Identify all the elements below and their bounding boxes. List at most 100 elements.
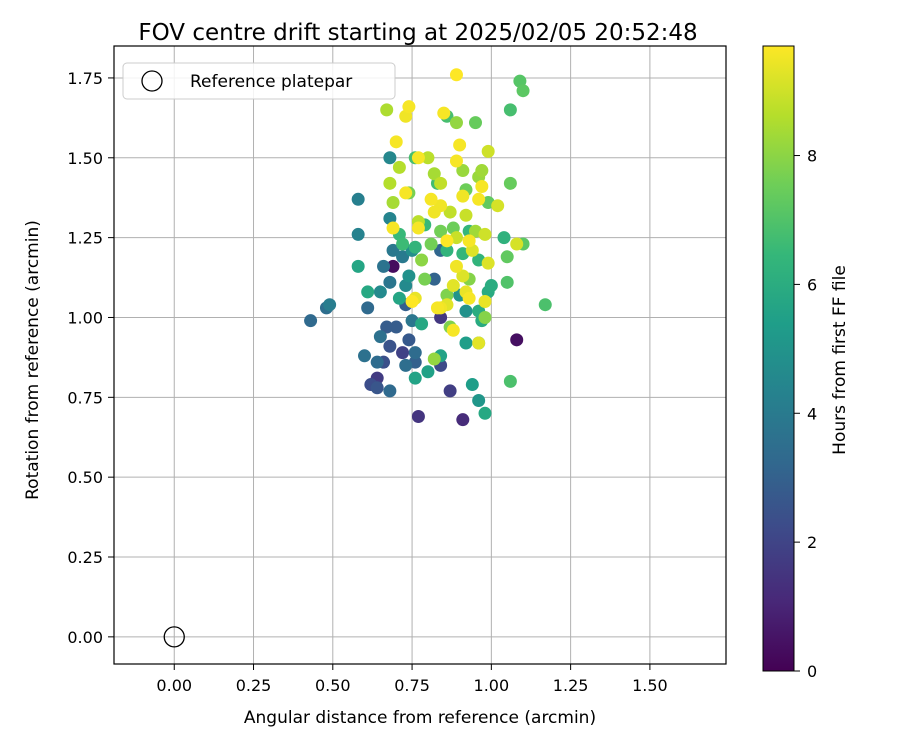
data-point xyxy=(478,310,492,324)
data-point xyxy=(399,358,413,372)
x-tick-label: 0.25 xyxy=(236,676,272,695)
data-point xyxy=(418,272,432,286)
data-point xyxy=(449,116,463,130)
data-point xyxy=(481,256,495,270)
data-point xyxy=(396,237,410,251)
data-point xyxy=(383,176,397,190)
data-point xyxy=(392,160,406,174)
data-point xyxy=(503,374,517,388)
data-point xyxy=(389,135,403,149)
y-tick-label: 1.25 xyxy=(67,229,103,248)
y-tick-label: 1.00 xyxy=(67,308,103,327)
data-point xyxy=(408,346,422,360)
data-point xyxy=(462,291,476,305)
data-point xyxy=(443,205,457,219)
data-point xyxy=(380,320,394,334)
data-point xyxy=(468,116,482,130)
y-tick-label: 0.25 xyxy=(67,548,103,567)
reference-marker xyxy=(163,626,185,648)
y-tick-label: 1.50 xyxy=(67,149,103,168)
x-tick-label: 1.00 xyxy=(474,676,510,695)
data-point xyxy=(456,269,470,283)
data-point xyxy=(538,298,552,312)
data-point xyxy=(456,413,470,427)
colorbar-tick-label: 8 xyxy=(807,147,817,166)
data-point xyxy=(424,237,438,251)
data-point xyxy=(459,208,473,222)
data-point xyxy=(459,304,473,318)
data-point xyxy=(411,221,425,235)
plot-frame xyxy=(113,45,727,665)
data-point xyxy=(373,330,387,344)
data-point xyxy=(386,259,400,273)
data-point xyxy=(427,205,441,219)
legend: Reference platepar xyxy=(122,62,396,100)
legend-box xyxy=(122,62,396,100)
data-point xyxy=(453,138,467,152)
data-point xyxy=(408,240,422,254)
y-axis-label: Rotation from reference (arcmin) xyxy=(23,220,43,500)
data-point xyxy=(380,103,394,117)
data-point xyxy=(434,176,448,190)
x-axis-label: Angular distance from reference (arcmin) xyxy=(244,708,596,728)
x-tick-label: 0.75 xyxy=(394,676,430,695)
data-point xyxy=(405,295,419,309)
data-point xyxy=(424,192,438,206)
data-point xyxy=(402,269,416,283)
data-point xyxy=(396,346,410,360)
colorbar-ticks: 0 2 4 6 8 xyxy=(794,147,817,681)
data-point xyxy=(383,384,397,398)
data-point xyxy=(411,151,425,165)
data-point xyxy=(449,68,463,82)
data-point xyxy=(415,253,429,267)
data-point xyxy=(351,227,365,241)
data-point xyxy=(478,406,492,420)
data-point xyxy=(475,180,489,194)
data-point xyxy=(383,339,397,353)
colorbar-label: Hours from first FF file xyxy=(830,265,850,455)
data-point xyxy=(421,151,435,165)
data-point xyxy=(434,224,448,238)
data-point xyxy=(383,151,397,165)
colorbar-tick-label: 0 xyxy=(807,662,817,681)
data-point xyxy=(462,234,476,248)
data-point xyxy=(408,371,422,385)
x-axis-ticks: 0.00 0.25 0.50 0.75 1.00 1.25 1.50 xyxy=(156,664,668,695)
data-point xyxy=(421,365,435,379)
data-point xyxy=(402,100,416,114)
data-points xyxy=(304,68,552,427)
data-point xyxy=(465,378,479,392)
x-tick-label: 1.50 xyxy=(632,676,668,695)
data-point xyxy=(446,323,460,337)
data-point xyxy=(430,301,444,315)
data-point xyxy=(472,394,486,408)
data-point xyxy=(386,221,400,235)
data-point xyxy=(304,314,318,328)
data-point xyxy=(516,84,530,98)
data-point xyxy=(456,189,470,203)
data-point xyxy=(323,298,337,312)
reference-platepar-marker xyxy=(163,626,185,648)
data-point xyxy=(370,355,384,369)
y-tick-label: 0.50 xyxy=(67,468,103,487)
data-point xyxy=(449,259,463,273)
data-point xyxy=(446,279,460,293)
data-point xyxy=(443,384,457,398)
y-tick-label: 0.75 xyxy=(67,388,103,407)
data-point xyxy=(351,259,365,273)
y-axis-ticks: 0.00 0.25 0.50 0.75 1.00 1.25 1.50 1.75 xyxy=(67,69,114,647)
data-point xyxy=(510,333,524,347)
data-point xyxy=(484,279,498,293)
colorbar-tick-label: 2 xyxy=(807,533,817,552)
data-point xyxy=(427,272,441,286)
x-tick-label: 1.25 xyxy=(553,676,589,695)
data-point xyxy=(500,275,514,289)
x-tick-label: 0.50 xyxy=(315,676,351,695)
data-point xyxy=(373,285,387,299)
data-point xyxy=(456,164,470,178)
data-point xyxy=(351,192,365,206)
data-point xyxy=(402,333,416,347)
data-point xyxy=(415,317,429,331)
data-point xyxy=(503,103,517,117)
